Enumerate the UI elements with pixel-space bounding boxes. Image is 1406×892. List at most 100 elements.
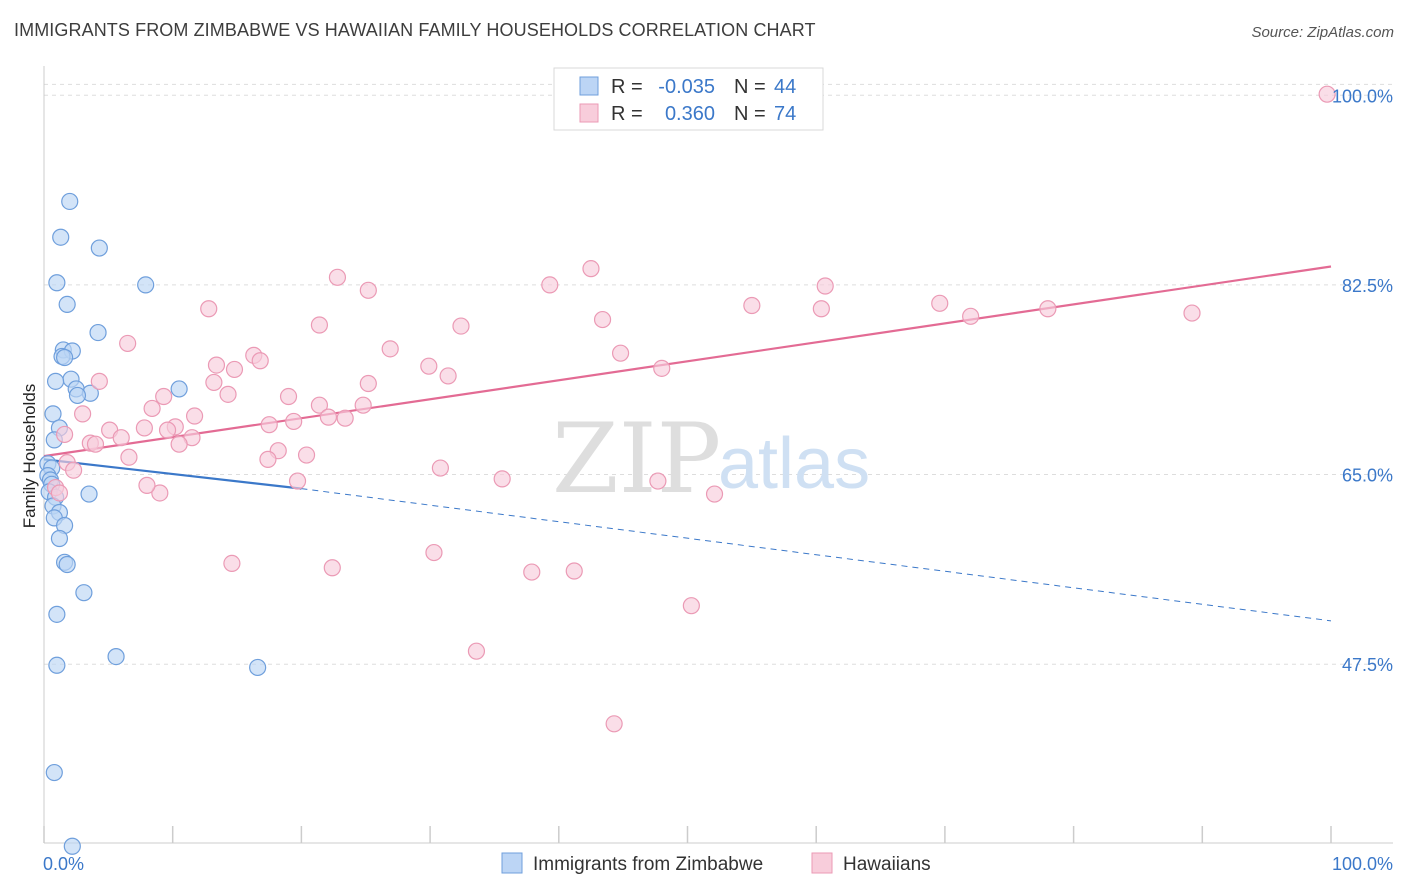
point-hawaiians bbox=[931, 294, 949, 312]
point-hawaiians bbox=[354, 396, 372, 414]
point-hawaiians bbox=[439, 367, 457, 385]
point-hawaiians bbox=[260, 416, 278, 434]
y-axis-label: Family Households bbox=[20, 384, 39, 529]
point-hawaiians bbox=[359, 281, 377, 299]
point-hawaiians bbox=[285, 412, 303, 431]
correlation-legend: R = -0.035 N = 44 R = 0.360 N = 74 bbox=[553, 67, 824, 131]
point-hawaiians bbox=[1039, 300, 1057, 318]
legend-r-label-1: R = bbox=[611, 76, 643, 98]
point-zimbabwe bbox=[90, 239, 108, 257]
point-hawaiians bbox=[143, 399, 161, 418]
legend-box bbox=[553, 67, 824, 131]
point-hawaiians bbox=[593, 310, 612, 329]
point-hawaiians bbox=[135, 419, 153, 437]
bottom-legend-label-1: Immigrants from Zimbabwe bbox=[533, 854, 763, 875]
gridlines bbox=[44, 83, 1393, 665]
point-hawaiians bbox=[541, 276, 559, 294]
point-hawaiians bbox=[55, 425, 74, 444]
point-hawaiians bbox=[682, 597, 700, 615]
bottom-legend-label-2: Hawaiians bbox=[843, 854, 931, 875]
chart-source: Source: ZipAtlas.com bbox=[1251, 24, 1394, 41]
point-hawaiians bbox=[251, 352, 269, 370]
point-zimbabwe bbox=[48, 605, 66, 623]
point-zimbabwe bbox=[107, 648, 125, 666]
point-hawaiians bbox=[705, 485, 724, 503]
y-tick-labels: 47.5% 65.0% 82.5% 100.0% bbox=[1332, 86, 1393, 675]
point-hawaiians bbox=[205, 373, 223, 392]
point-hawaiians bbox=[288, 472, 307, 490]
y-tick-label: 47.5% bbox=[1342, 655, 1393, 675]
point-zimbabwe bbox=[61, 192, 79, 211]
series-hawaiians-points bbox=[46, 85, 1336, 733]
point-hawaiians bbox=[119, 334, 137, 353]
point-hawaiians bbox=[812, 300, 830, 318]
point-hawaiians bbox=[431, 459, 449, 477]
x-tick-label-max: 100.0% bbox=[1332, 854, 1393, 874]
legend-n-value-2: 74 bbox=[774, 103, 796, 125]
point-hawaiians bbox=[225, 360, 244, 379]
point-hawaiians bbox=[112, 429, 130, 447]
point-hawaiians bbox=[219, 385, 237, 403]
point-hawaiians bbox=[319, 408, 338, 426]
point-zimbabwe bbox=[44, 405, 62, 423]
point-hawaiians bbox=[297, 446, 316, 464]
point-hawaiians bbox=[120, 448, 138, 466]
trendline-zimbabwe-extension bbox=[301, 488, 1332, 622]
point-hawaiians bbox=[151, 484, 169, 502]
legend-r-value-2: 0.360 bbox=[665, 103, 715, 125]
point-hawaiians bbox=[138, 476, 156, 494]
point-zimbabwe bbox=[46, 372, 65, 390]
point-zimbabwe bbox=[68, 386, 87, 405]
point-hawaiians bbox=[200, 300, 218, 318]
legend-n-value-1: 44 bbox=[774, 76, 796, 98]
point-zimbabwe bbox=[63, 837, 81, 855]
bottom-legend-swatch-pink bbox=[811, 852, 833, 874]
point-hawaiians bbox=[310, 396, 329, 414]
point-zimbabwe bbox=[48, 274, 66, 292]
point-zimbabwe bbox=[55, 348, 74, 367]
point-zimbabwe bbox=[249, 658, 267, 677]
point-hawaiians bbox=[310, 316, 329, 334]
point-hawaiians bbox=[743, 296, 761, 315]
point-hawaiians bbox=[279, 387, 298, 406]
legend-r-value-1: -0.035 bbox=[658, 76, 715, 98]
point-zimbabwe bbox=[80, 485, 98, 503]
x-tick-label-min: 0.0% bbox=[43, 854, 84, 874]
y-tick-label: 82.5% bbox=[1342, 276, 1393, 296]
point-hawaiians bbox=[425, 543, 443, 562]
point-hawaiians bbox=[611, 344, 630, 362]
point-hawaiians bbox=[50, 484, 69, 502]
point-hawaiians bbox=[649, 472, 667, 490]
legend-swatch-blue bbox=[579, 76, 599, 96]
watermark-atlas: atlas bbox=[718, 424, 870, 504]
series-zimbabwe-points bbox=[39, 192, 267, 855]
point-hawaiians bbox=[74, 405, 92, 423]
point-hawaiians bbox=[1318, 85, 1336, 103]
point-hawaiians bbox=[420, 357, 438, 375]
point-zimbabwe bbox=[89, 323, 107, 342]
point-hawaiians bbox=[1183, 304, 1201, 322]
trendline-zimbabwe bbox=[43, 458, 302, 490]
point-hawaiians bbox=[259, 450, 277, 468]
point-hawaiians bbox=[653, 359, 671, 377]
point-hawaiians bbox=[467, 642, 486, 660]
point-hawaiians bbox=[223, 554, 241, 573]
point-hawaiians bbox=[565, 562, 583, 580]
bottom-legend-swatch-blue bbox=[501, 852, 523, 874]
point-hawaiians bbox=[90, 372, 108, 390]
point-zimbabwe bbox=[50, 529, 69, 548]
point-zimbabwe bbox=[45, 763, 63, 782]
point-zimbabwe bbox=[52, 228, 70, 246]
point-hawaiians bbox=[523, 563, 541, 581]
point-hawaiians bbox=[65, 461, 83, 479]
trendline-hawaiians bbox=[43, 265, 1332, 458]
series-legend: Immigrants from Zimbabwe Hawaiians bbox=[501, 852, 931, 875]
watermark-zip: ZIP bbox=[552, 403, 721, 515]
point-zimbabwe bbox=[58, 555, 76, 574]
trendlines bbox=[43, 265, 1332, 622]
point-hawaiians bbox=[170, 435, 188, 453]
point-zimbabwe bbox=[75, 584, 93, 602]
point-hawaiians bbox=[185, 407, 204, 425]
point-hawaiians bbox=[381, 340, 399, 358]
